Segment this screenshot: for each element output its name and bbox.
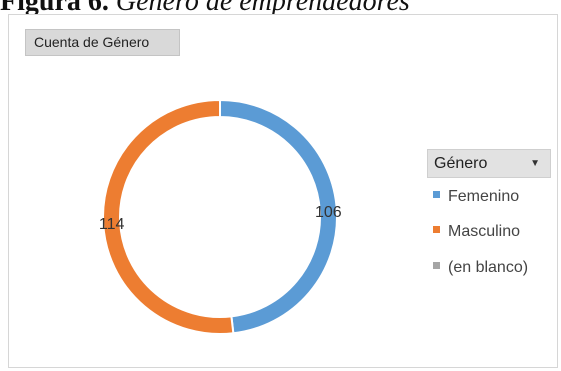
legend-swatch-masculino — [433, 226, 440, 234]
legend-label-masculino: Masculino — [448, 223, 521, 240]
legend-swatch-femenino — [433, 191, 440, 199]
legend-label-femenino: Femenino — [448, 188, 520, 205]
legend-item-femenino[interactable]: Femenino — [433, 185, 519, 209]
data-label-masculino: 114 — [99, 216, 125, 233]
legend-field-label: Género — [434, 155, 488, 172]
figure-number: Figura 6. — [0, 0, 109, 17]
data-label-femenino: 106 — [315, 204, 342, 221]
legend-label-en-blanco: (en blanco) — [448, 259, 529, 276]
legend-item-en-blanco[interactable]: (en blanco) — [433, 256, 528, 280]
legend-item-masculino[interactable]: Masculino — [433, 220, 520, 244]
legend-swatch-en-blanco — [433, 262, 440, 270]
figure-caption: Figura 6. Género de emprendedores — [0, 0, 410, 17]
donut-data-labels: 106 114 — [99, 204, 342, 233]
legend-field-button[interactable]: Género ▼ — [427, 149, 551, 178]
value-field-button[interactable]: Cuenta de Género — [25, 29, 180, 56]
donut-slices — [102, 98, 338, 335]
dropdown-arrow-icon[interactable]: ▼ — [530, 158, 540, 169]
slice-masculino — [102, 98, 235, 335]
figure-title: Género de emprendedores — [115, 0, 410, 17]
